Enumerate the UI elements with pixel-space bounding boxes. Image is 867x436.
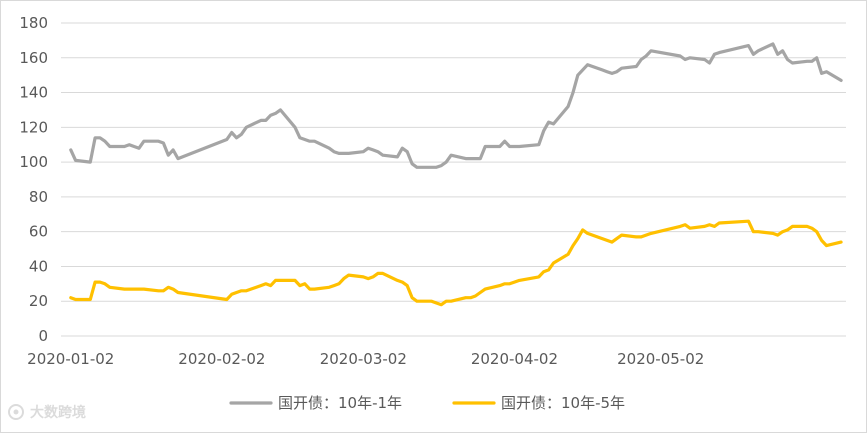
y-tick-label: 20 bbox=[29, 292, 48, 310]
legend-label-2: 国开债：10年-5年 bbox=[501, 394, 625, 412]
y-tick-label: 0 bbox=[38, 327, 48, 345]
y-tick-label: 140 bbox=[19, 84, 48, 102]
legend: 国开债：10年-1年 国开债：10年-5年 bbox=[229, 394, 625, 412]
x-tick-label: 2020-04-02 bbox=[471, 350, 558, 368]
gridlines bbox=[61, 22, 846, 302]
watermark-logo-icon bbox=[8, 404, 24, 420]
x-tick-label: 2020-01-02 bbox=[27, 350, 114, 368]
x-axis: 2020-01-02 2020-02-02 2020-03-02 2020-04-02… bbox=[27, 335, 846, 368]
legend-label-1: 国开债：10年-1年 bbox=[278, 394, 402, 412]
y-tick-label: 80 bbox=[29, 188, 48, 206]
series-line-2 bbox=[69, 219, 843, 307]
x-tick-label: 2020-03-02 bbox=[320, 350, 407, 368]
y-tick-label: 40 bbox=[29, 257, 48, 275]
series-lines bbox=[69, 42, 843, 307]
y-tick-label: 160 bbox=[19, 49, 48, 67]
y-tick-label: 120 bbox=[19, 118, 48, 136]
y-axis: 0 20 40 60 80 100 120 140 160 180 bbox=[19, 14, 48, 345]
y-tick-label: 60 bbox=[29, 223, 48, 241]
series-line-1 bbox=[69, 42, 843, 169]
y-tick-label: 180 bbox=[19, 14, 48, 32]
y-tick-label: 100 bbox=[19, 153, 48, 171]
watermark: 大数跨境 bbox=[6, 402, 126, 426]
watermark-text: 大数跨境 bbox=[30, 405, 86, 421]
x-tick-label: 2020-05-02 bbox=[617, 350, 704, 368]
x-tick-label: 2020-02-02 bbox=[178, 350, 265, 368]
